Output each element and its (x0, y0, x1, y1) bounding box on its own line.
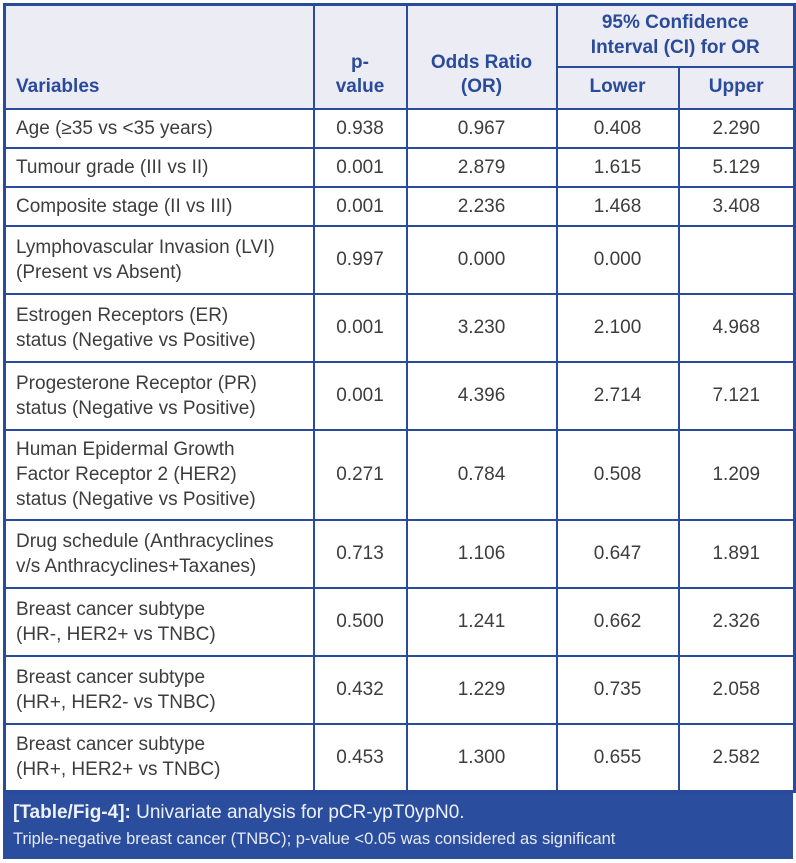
table-row: Breast cancer subtype (HR-, HER2+ vs TNB… (3, 586, 796, 657)
p-value-cell: 0.453 (312, 722, 408, 793)
table-caption-note: Triple-negative breast cancer (TNBC); p-… (13, 829, 616, 848)
ci-upper-cell: 4.968 (677, 292, 796, 363)
odds-ratio-cell: 0.000 (405, 224, 558, 295)
p-value-cell: 0.938 (312, 107, 408, 149)
table-row: Breast cancer subtype (HR+, HER2- vs TNB… (3, 654, 796, 725)
odds-ratio-cell: 1.300 (405, 722, 558, 793)
table-caption-title: Univariate analysis for pCR-ypT0ypN0. (130, 802, 465, 823)
odds-ratio-cell: 2.879 (405, 146, 558, 188)
column-header-lower: Lower (555, 65, 680, 110)
ci-upper-cell: 1.891 (677, 518, 796, 589)
table-row: Lymphovascular Invasion (LVI) (Present v… (3, 224, 796, 295)
odds-ratio-cell: 1.241 (405, 586, 558, 657)
p-value-cell: 0.432 (312, 654, 408, 725)
ci-lower-cell: 0.508 (555, 428, 680, 521)
p-value-cell: 0.001 (312, 360, 408, 431)
variable-cell: Progesterone Receptor (PR) status (Negat… (3, 360, 315, 431)
p-value-cell: 0.001 (312, 185, 408, 227)
table-row: Composite stage (II vs III) 0.001 2.236 … (3, 185, 796, 227)
column-header-p-value: p- value (312, 3, 408, 110)
column-header-variables: Variables (3, 3, 315, 110)
table-row: Breast cancer subtype (HR+, HER2+ vs TNB… (3, 722, 796, 793)
ci-lower-cell: 2.714 (555, 360, 680, 431)
odds-ratio-cell: 1.106 (405, 518, 558, 589)
column-header-confidence-interval: 95% Confidence Interval (CI) for OR (555, 3, 796, 68)
table-caption-band: [Table/Fig-4]: Univariate analysis for p… (3, 793, 793, 860)
table-caption: [Table/Fig-4]: Univariate analysis for p… (13, 801, 783, 825)
ci-upper-cell: 5.129 (677, 146, 796, 188)
p-value-cell: 0.500 (312, 586, 408, 657)
ci-lower-cell: 0.000 (555, 224, 680, 295)
univariate-analysis-table: Variables p- value Odds Ratio (OR) 95% C… (3, 3, 796, 793)
table-row: Age (≥35 vs <35 years) 0.938 0.967 0.408… (3, 107, 796, 149)
ci-lower-cell: 2.100 (555, 292, 680, 363)
ci-upper-cell: 2.326 (677, 586, 796, 657)
variable-cell: Breast cancer subtype (HR+, HER2- vs TNB… (3, 654, 315, 725)
variable-cell: Composite stage (II vs III) (3, 185, 315, 227)
odds-ratio-cell: 1.229 (405, 654, 558, 725)
p-value-cell: 0.271 (312, 428, 408, 521)
table-row: Progesterone Receptor (PR) status (Negat… (3, 360, 796, 431)
ci-upper-cell: 3.408 (677, 185, 796, 227)
column-header-odds-ratio: Odds Ratio (OR) (405, 3, 558, 110)
table-header: Variables p- value Odds Ratio (OR) 95% C… (3, 3, 796, 110)
p-value-cell: 0.713 (312, 518, 408, 589)
variable-cell: Drug schedule (Anthracyclines v/s Anthra… (3, 518, 315, 589)
variable-cell: Age (≥35 vs <35 years) (3, 107, 315, 149)
table-row: Estrogen Receptors (ER) status (Negative… (3, 292, 796, 363)
ci-lower-cell: 0.647 (555, 518, 680, 589)
paper-table-figure: Variables p- value Odds Ratio (OR) 95% C… (3, 3, 796, 860)
ci-lower-cell: 1.615 (555, 146, 680, 188)
odds-ratio-cell: 0.784 (405, 428, 558, 521)
ci-lower-cell: 0.735 (555, 654, 680, 725)
odds-ratio-cell: 4.396 (405, 360, 558, 431)
table-body: Age (≥35 vs <35 years) 0.938 0.967 0.408… (3, 107, 796, 793)
ci-lower-cell: 0.408 (555, 107, 680, 149)
ci-upper-cell: 2.582 (677, 722, 796, 793)
column-header-upper: Upper (677, 65, 796, 110)
ci-upper-cell: 1.209 (677, 428, 796, 521)
table-row: Human Epidermal Growth Factor Receptor 2… (3, 428, 796, 521)
table-row: Tumour grade (III vs II) 0.001 2.879 1.6… (3, 146, 796, 188)
variable-cell: Tumour grade (III vs II) (3, 146, 315, 188)
odds-ratio-cell: 3.230 (405, 292, 558, 363)
p-value-cell: 0.001 (312, 292, 408, 363)
p-value-cell: 0.001 (312, 146, 408, 188)
ci-lower-cell: 0.662 (555, 586, 680, 657)
ci-lower-cell: 0.655 (555, 722, 680, 793)
variable-cell: Breast cancer subtype (HR+, HER2+ vs TNB… (3, 722, 315, 793)
p-value-cell: 0.997 (312, 224, 408, 295)
table-row: Drug schedule (Anthracyclines v/s Anthra… (3, 518, 796, 589)
ci-upper-cell: 2.058 (677, 654, 796, 725)
variable-cell: Lymphovascular Invasion (LVI) (Present v… (3, 224, 315, 295)
ci-upper-cell (677, 224, 796, 295)
odds-ratio-cell: 2.236 (405, 185, 558, 227)
table-caption-label: [Table/Fig-4]: (13, 802, 131, 823)
variable-cell: Estrogen Receptors (ER) status (Negative… (3, 292, 315, 363)
odds-ratio-cell: 0.967 (405, 107, 558, 149)
ci-upper-cell: 2.290 (677, 107, 796, 149)
variable-cell: Breast cancer subtype (HR-, HER2+ vs TNB… (3, 586, 315, 657)
ci-upper-cell: 7.121 (677, 360, 796, 431)
variable-cell: Human Epidermal Growth Factor Receptor 2… (3, 428, 315, 521)
ci-lower-cell: 1.468 (555, 185, 680, 227)
